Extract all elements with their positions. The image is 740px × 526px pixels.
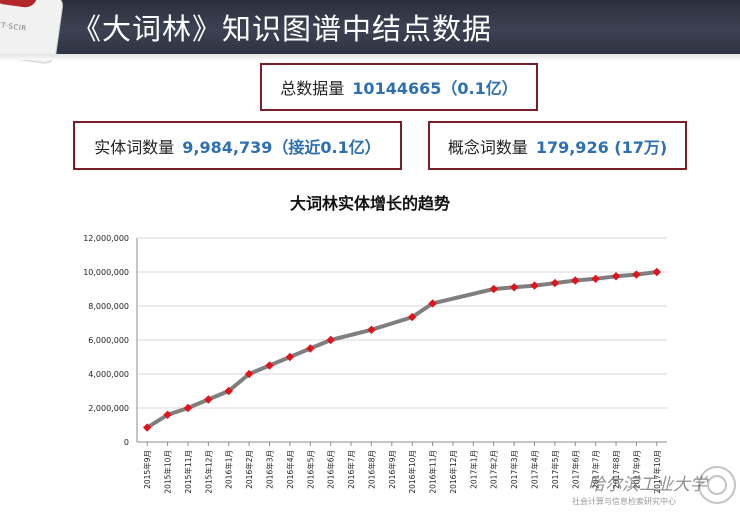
data-point — [163, 410, 172, 419]
data-point — [183, 403, 193, 413]
data-point — [142, 423, 152, 432]
y-tick-label: 8,000,000 — [88, 302, 129, 311]
data-point — [550, 278, 560, 288]
y-tick-label: 0 — [124, 438, 129, 447]
x-tick-label: 2017年2月 — [489, 450, 499, 489]
data-point — [285, 352, 295, 362]
series-line — [146, 270, 658, 430]
y-tick-label: 4,000,000 — [88, 370, 129, 379]
x-tick-label: 2015年9月 — [142, 450, 152, 489]
x-tick-label: 2016年2月 — [244, 450, 254, 489]
x-tick-label: 2017年6月 — [570, 450, 580, 489]
x-tick-label: 2017年3月 — [509, 450, 519, 489]
university-seal-icon — [698, 466, 736, 504]
concept-count-label: 概念词数量 — [447, 137, 528, 157]
total-data-label: 总数据量 — [280, 79, 345, 98]
total-data-box: 总数据量 10144665（0.1亿） — [260, 63, 538, 111]
y-tick-label: 10,000,000 — [83, 268, 129, 277]
data-point — [530, 281, 539, 290]
concept-count-box: 概念词数量 179,926 (17万) — [428, 121, 687, 170]
data-point — [611, 272, 621, 281]
x-tick-label: 2016年5月 — [305, 450, 315, 489]
x-tick-label: 2016年9月 — [387, 450, 397, 489]
x-tick-label: 2016年12月 — [448, 450, 458, 494]
header-divider — [0, 54, 740, 60]
x-tick-label: 2017年7月 — [591, 450, 601, 489]
y-tick-label: 12,000,000 — [83, 234, 129, 243]
data-point — [407, 312, 417, 322]
data-point — [265, 361, 274, 370]
x-axis-labels: 2015年9月 2015年10月 2015年11月 2015年12月 2016年1月 20… — [142, 450, 662, 494]
data-point — [306, 344, 315, 353]
x-tick-label: 2016年7月 — [346, 450, 356, 489]
x-tick-label: 2016年10月 — [407, 450, 417, 494]
total-data-value: 10144665（0.1亿） — [352, 79, 518, 98]
x-tick-label: 2016年8月 — [366, 450, 376, 489]
data-point — [367, 325, 376, 334]
university-watermark: 哈尔滨工业大学 — [588, 475, 707, 495]
chart-title: 大词林实体增长的趋势 — [289, 194, 450, 213]
x-tick-label: 2017年4月 — [530, 450, 540, 489]
y-tick-label: 6,000,000 — [88, 336, 129, 345]
data-point — [326, 335, 335, 345]
data-point — [652, 267, 662, 277]
data-point — [428, 299, 437, 308]
data-point — [632, 270, 641, 279]
x-tick-label: 2015年12月 — [203, 450, 213, 494]
x-tick-label: 2016年11月 — [428, 450, 438, 494]
data-point — [204, 395, 213, 404]
x-tick-label: 2016年4月 — [285, 450, 295, 489]
x-tick-label: 2016年1月 — [224, 450, 234, 489]
slide-title: 《大词林》知识图谱中结点数据 — [72, 12, 493, 46]
x-tick-label: 2017年9月 — [631, 450, 641, 489]
x-tick-label: 2015年11月 — [183, 450, 193, 494]
entity-count-value: 9,984,739（接近0.1亿） — [182, 137, 381, 157]
data-point — [509, 283, 519, 292]
y-axis-labels: 0 2,000,000 4,000,000 6,000,000 8,000,000 10,… — [83, 234, 129, 447]
x-tick-label: 2017年10月 — [652, 450, 662, 494]
data-point — [591, 274, 600, 283]
concept-count-value: 179,926 (17万) — [535, 137, 668, 157]
data-point — [244, 369, 254, 379]
chart-axes — [136, 238, 667, 446]
data-point-markers — [142, 267, 662, 432]
data-point — [489, 284, 498, 294]
x-tick-label: 2015年10月 — [163, 450, 173, 494]
x-tick-label: 2017年8月 — [611, 450, 621, 489]
x-tick-label: 2017年5月 — [550, 450, 560, 489]
entity-count-label: 实体词数量 — [94, 137, 175, 157]
lab-watermark: 社会计算与信息检索研究中心 — [572, 497, 676, 506]
slide-header: HIT·SCIR 《大词林》知识图谱中结点数据 — [0, 0, 740, 66]
entity-count-box: 实体词数量 9,984,739（接近0.1亿） — [73, 121, 402, 170]
chart-gridlines — [137, 237, 667, 409]
x-tick-label: 2016年3月 — [265, 450, 275, 489]
x-tick-label: 2016年6月 — [326, 450, 336, 489]
x-tick-label: 2017年1月 — [468, 450, 478, 489]
y-tick-label: 2,000,000 — [88, 404, 129, 413]
data-point — [224, 386, 233, 396]
data-point — [571, 276, 580, 285]
